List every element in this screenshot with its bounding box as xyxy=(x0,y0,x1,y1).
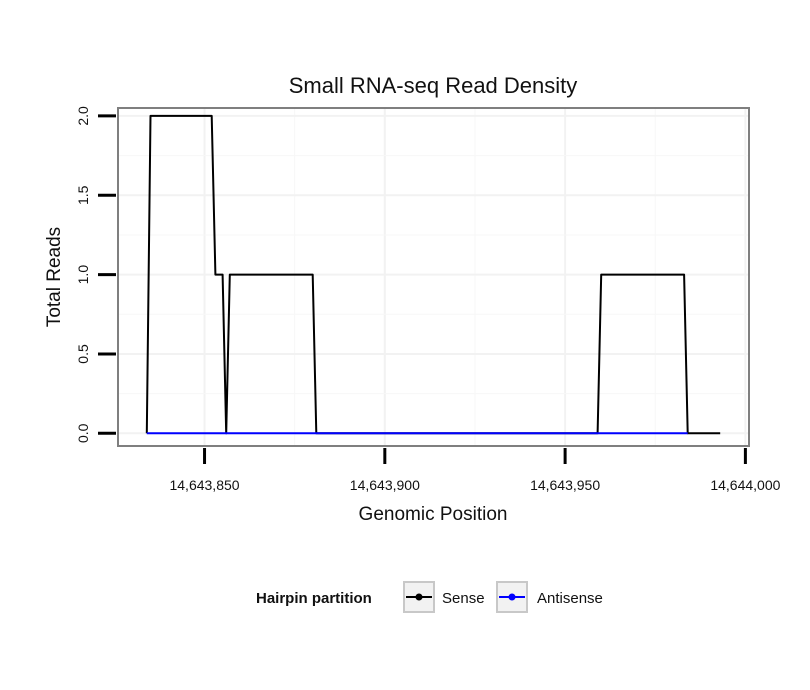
x-axis: 14,643,850 14,643,900 14,643,950 14,644,000 xyxy=(169,448,781,493)
series-layer xyxy=(145,114,721,435)
legend-dot-antisense xyxy=(508,593,516,601)
legend-dot-sense xyxy=(415,593,423,601)
y-tick-label: 2.0 xyxy=(75,106,91,126)
legend-label-antisense: Antisense xyxy=(537,590,603,607)
legend-title: Hairpin partition xyxy=(256,590,372,607)
y-tick-label: 1.5 xyxy=(75,185,91,205)
legend-label-sense: Sense xyxy=(442,590,485,607)
y-tick-label: 0.5 xyxy=(75,344,91,364)
x-tick-label: 14,643,950 xyxy=(530,477,600,493)
legend: Hairpin partition Sense Antisense xyxy=(256,581,603,613)
x-tick-label: 14,643,850 xyxy=(169,477,239,493)
series-line-sense xyxy=(145,114,721,435)
x-axis-label: Genomic Position xyxy=(359,504,508,525)
y-axis-label: Total Reads xyxy=(44,227,65,327)
y-axis: 0.0 0.5 1.0 1.5 2.0 xyxy=(75,106,116,443)
x-tick-label: 14,644,000 xyxy=(710,477,780,493)
x-tick-label: 14,643,900 xyxy=(350,477,420,493)
y-tick-label: 0.0 xyxy=(75,423,91,443)
plot-border xyxy=(117,107,750,447)
chart-title: Small RNA-seq Read Density xyxy=(289,73,578,98)
y-tick-label: 1.0 xyxy=(75,265,91,285)
